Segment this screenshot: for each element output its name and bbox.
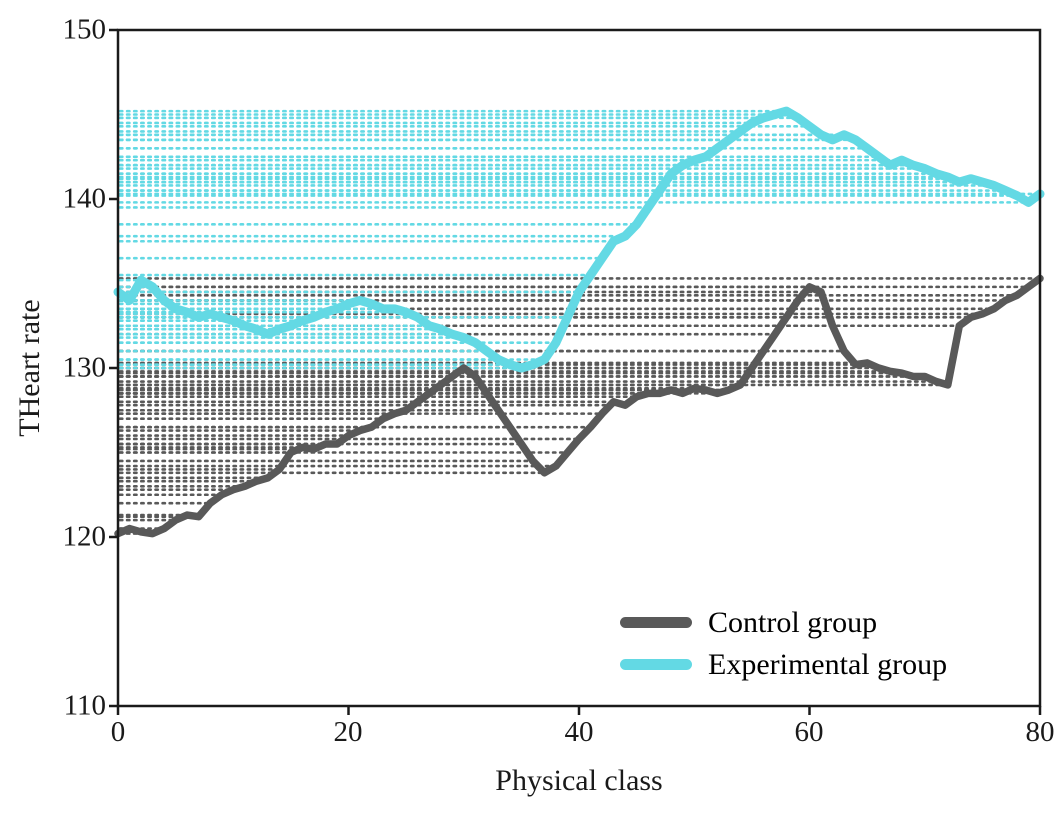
x-tick-label-60: 60	[794, 716, 824, 748]
series-line-1	[113, 106, 1045, 373]
y-tick-label-150: 150	[62, 13, 107, 46]
y-axis-title: THeart rate	[13, 299, 46, 437]
legend: Control group Experimental group	[620, 606, 947, 681]
legend-line-swatch-control	[620, 617, 692, 628]
series-line-0	[114, 274, 1044, 538]
y-tick-label-110: 110	[63, 689, 106, 722]
legend-line-swatch-experimental	[620, 659, 692, 670]
x-tick-label-20: 20	[333, 716, 363, 748]
axis-ticks	[109, 28, 1042, 715]
x-tick-label-80: 80	[1025, 716, 1055, 748]
y-tick-label-120: 120	[62, 520, 107, 553]
legend-item-control: Control group	[620, 606, 947, 639]
x-tick-label-0: 0	[110, 716, 126, 748]
y-tick-label-130: 130	[62, 351, 107, 384]
legend-label-experimental: Experimental group	[708, 648, 948, 681]
legend-item-experimental: Experimental group	[620, 648, 947, 681]
y-tick-label-140: 140	[62, 182, 107, 215]
legend-label-control: Control group	[708, 606, 878, 639]
x-tick-label-40: 40	[564, 716, 594, 748]
x-axis-title: Physical class	[495, 764, 663, 797]
